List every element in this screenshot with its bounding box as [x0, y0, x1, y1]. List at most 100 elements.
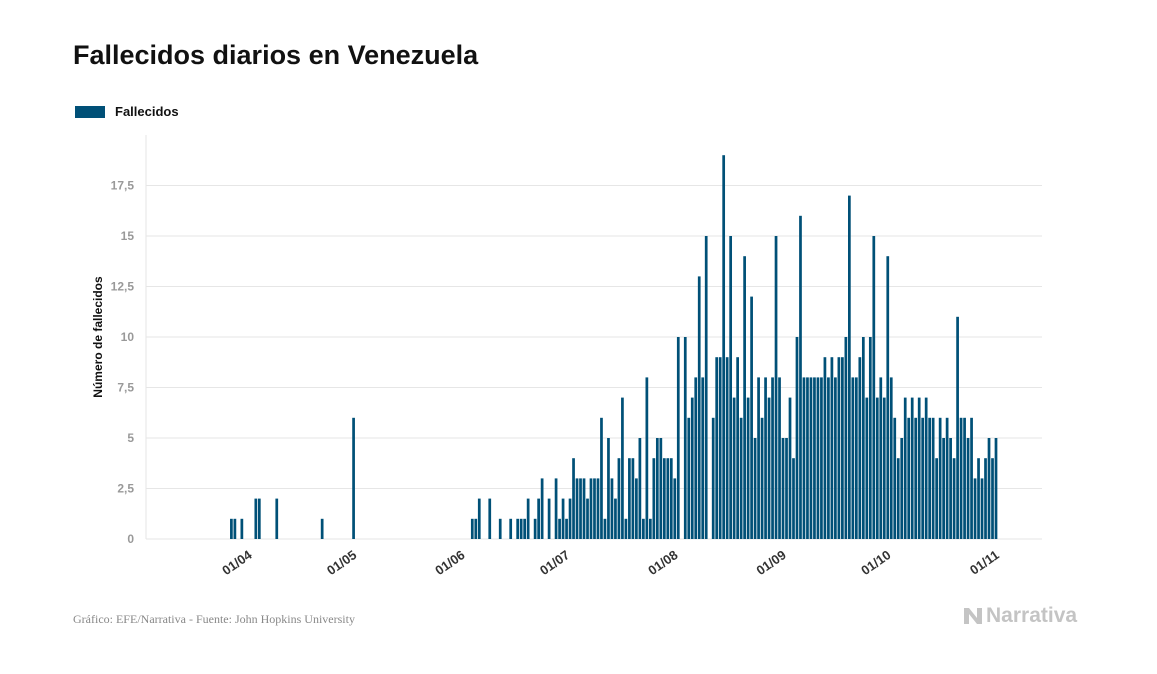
bar[interactable] — [275, 498, 279, 539]
bar[interactable] — [893, 417, 897, 539]
bar[interactable] — [596, 478, 600, 539]
bar[interactable] — [498, 518, 502, 539]
bar[interactable] — [837, 357, 841, 539]
bar[interactable] — [788, 397, 792, 539]
bar[interactable] — [652, 458, 656, 539]
bar[interactable] — [687, 417, 691, 539]
bar[interactable] — [739, 417, 743, 539]
bar[interactable] — [725, 357, 729, 539]
bar[interactable] — [230, 518, 233, 539]
bar[interactable] — [711, 417, 715, 539]
bar[interactable] — [757, 377, 760, 539]
bar[interactable] — [575, 478, 579, 539]
bar[interactable] — [966, 438, 970, 539]
bar[interactable] — [746, 397, 750, 539]
bar[interactable] — [474, 518, 478, 539]
legend[interactable]: Fallecidos — [75, 104, 179, 119]
bar[interactable] — [694, 377, 698, 539]
bar[interactable] — [621, 397, 624, 539]
bar[interactable] — [984, 458, 987, 539]
bar[interactable] — [607, 438, 610, 539]
bar[interactable] — [565, 518, 568, 539]
bar[interactable] — [963, 417, 966, 539]
bar[interactable] — [673, 478, 677, 539]
bar[interactable] — [816, 377, 820, 539]
bar[interactable] — [858, 357, 862, 539]
bar[interactable] — [949, 438, 952, 539]
bar[interactable] — [624, 518, 628, 539]
bar[interactable] — [352, 417, 355, 539]
bar[interactable] — [537, 498, 540, 539]
bar[interactable] — [959, 417, 963, 539]
bar[interactable] — [732, 397, 736, 539]
bar[interactable] — [579, 478, 582, 539]
bar[interactable] — [924, 397, 928, 539]
bar[interactable] — [509, 518, 513, 539]
bar[interactable] — [945, 417, 949, 539]
bar[interactable] — [952, 458, 956, 539]
bar[interactable] — [942, 438, 945, 539]
bar[interactable] — [523, 518, 527, 539]
bar[interactable] — [558, 518, 561, 539]
bar[interactable] — [683, 337, 687, 539]
bar[interactable] — [477, 498, 481, 539]
bar[interactable] — [533, 518, 537, 539]
bar[interactable] — [568, 498, 572, 539]
bar[interactable] — [827, 377, 830, 539]
bar[interactable] — [736, 357, 739, 539]
bar[interactable] — [956, 316, 959, 539]
bar[interactable] — [799, 215, 802, 540]
bar[interactable] — [834, 377, 837, 539]
bar[interactable] — [771, 377, 774, 539]
bar[interactable] — [820, 377, 823, 539]
bar[interactable] — [470, 518, 474, 539]
bar[interactable] — [662, 458, 666, 539]
bar[interactable] — [240, 518, 244, 539]
bar[interactable] — [973, 478, 977, 539]
bar[interactable] — [781, 438, 785, 539]
bar[interactable] — [865, 397, 869, 539]
bar[interactable] — [645, 377, 649, 539]
bar[interactable] — [233, 518, 237, 539]
bar[interactable] — [935, 458, 938, 539]
bar[interactable] — [928, 417, 932, 539]
bar[interactable] — [875, 397, 879, 539]
bar[interactable] — [254, 498, 258, 539]
bar[interactable] — [586, 498, 589, 539]
bar[interactable] — [841, 357, 844, 539]
bar[interactable] — [655, 438, 659, 539]
bar[interactable] — [823, 357, 827, 539]
bar[interactable] — [648, 518, 652, 539]
bar[interactable] — [722, 155, 726, 539]
bar[interactable] — [921, 417, 925, 539]
bar[interactable] — [617, 458, 621, 539]
bar[interactable] — [830, 357, 834, 539]
bar[interactable] — [910, 397, 914, 539]
bar[interactable] — [547, 498, 551, 539]
bar[interactable] — [659, 438, 663, 539]
bar[interactable] — [785, 438, 788, 539]
bar[interactable] — [991, 458, 994, 539]
bar[interactable] — [582, 478, 586, 539]
bar[interactable] — [854, 377, 858, 539]
bar[interactable] — [882, 397, 886, 539]
bar[interactable] — [994, 438, 998, 539]
bar[interactable] — [896, 458, 900, 539]
bar[interactable] — [848, 195, 851, 539]
bar[interactable] — [914, 417, 918, 539]
bar[interactable] — [610, 478, 614, 539]
bar[interactable] — [628, 458, 631, 539]
bar[interactable] — [987, 438, 991, 539]
bar[interactable] — [903, 397, 907, 539]
bar[interactable] — [802, 377, 806, 539]
bar[interactable] — [631, 458, 635, 539]
bar[interactable] — [778, 377, 781, 539]
bar[interactable] — [980, 478, 984, 539]
bar[interactable] — [792, 458, 795, 539]
bar[interactable] — [764, 377, 767, 539]
bar[interactable] — [750, 296, 753, 539]
bar[interactable] — [970, 417, 973, 539]
bar[interactable] — [635, 478, 638, 539]
bar[interactable] — [889, 377, 893, 539]
bar[interactable] — [729, 236, 733, 539]
